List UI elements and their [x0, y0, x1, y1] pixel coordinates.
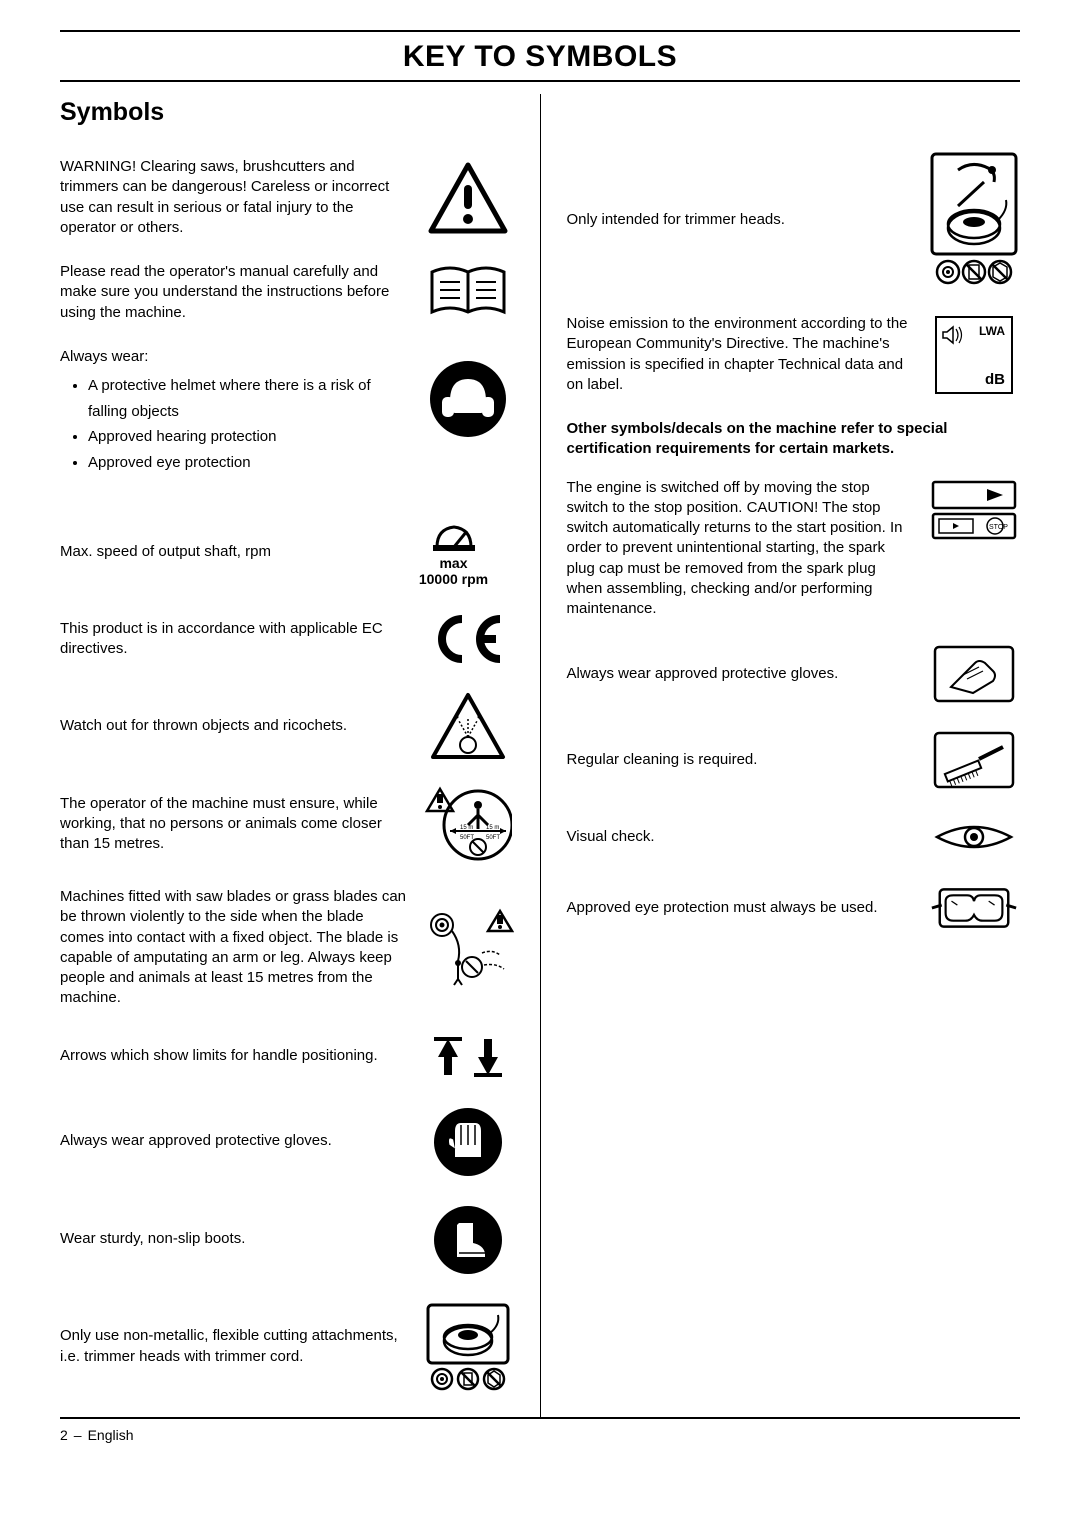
svg-text:15 m: 15 m: [460, 825, 473, 831]
ce-mark-icon: [422, 611, 514, 667]
goggles-box-icon: [928, 883, 1020, 933]
entry-distance: The operator of the machine must ensure,…: [60, 785, 514, 863]
rule-under-title: [60, 80, 1020, 82]
trimmer-only-box-icon: [928, 150, 1020, 290]
always-wear-label: Always wear:: [60, 347, 408, 367]
two-column-layout: Symbols WARNING! Clearing saws, brushcut…: [60, 94, 1020, 1417]
engine-off-text: The engine is switched off by moving the…: [567, 478, 915, 620]
distance-text: The operator of the machine must ensure,…: [60, 794, 408, 855]
safety-distance-icon: 15 m 15 m 50FT 50FT: [422, 785, 514, 863]
svg-text:15 m: 15 m: [486, 825, 499, 831]
warning-text: WARNING! Clearing saws, brushcutters and…: [60, 157, 408, 238]
rule-bottom: [60, 1417, 1020, 1419]
footer-page-number: 2: [60, 1427, 68, 1443]
rpm-value: 10000 rpm: [419, 571, 488, 587]
wear-item-eye: Approved eye protection: [88, 450, 408, 476]
always-wear-block: Always wear: A protective helmet where t…: [60, 347, 408, 493]
ricochet-triangle-icon: [422, 691, 514, 761]
max-speed-text: Max. speed of output shaft, rpm: [60, 542, 380, 562]
thrown-text: Watch out for thrown objects and ricoche…: [60, 716, 408, 736]
rule-top: [60, 30, 1020, 32]
trimmer-text: Only intended for trimmer heads.: [567, 210, 915, 230]
gloves-box-icon: [928, 643, 1020, 705]
boots-circle-icon: [422, 1203, 514, 1277]
right-column: Only intended for trimmer heads.: [541, 94, 1021, 1417]
lwa-label: LWA: [979, 324, 1005, 338]
svg-text:STOP: STOP: [989, 524, 1008, 531]
eye-protection-text: Approved eye protection must always be u…: [567, 898, 915, 918]
stop-switch-icon: STOP: [928, 478, 1020, 542]
read-manual-text: Please read the operator's manual carefu…: [60, 262, 408, 323]
wear-list: A protective helmet where there is a ris…: [60, 373, 408, 475]
entry-trimmer-only: Only intended for trimmer heads.: [567, 150, 1021, 290]
entry-engine-off: The engine is switched off by moving the…: [567, 478, 1021, 620]
entry-read-manual: Please read the operator's manual carefu…: [60, 262, 514, 323]
max-label: max: [439, 555, 467, 571]
footer-sep: –: [74, 1427, 82, 1443]
entry-gloves2: Always wear approved protective gloves.: [567, 643, 1021, 705]
brush-box-icon: [928, 729, 1020, 791]
wear-item-helmet: A protective helmet where there is a ris…: [88, 373, 408, 424]
gloves-text: Always wear approved protective gloves.: [60, 1131, 408, 1151]
handle-limit-arrows-icon: [422, 1033, 514, 1081]
page-title: KEY TO SYMBOLS: [60, 40, 1020, 74]
wear-item-hearing: Approved hearing protection: [88, 424, 408, 450]
open-book-icon: [422, 262, 514, 322]
entry-visual: Visual check.: [567, 815, 1021, 859]
entry-arrows: Arrows which show limits for handle posi…: [60, 1033, 514, 1081]
entry-warning: WARNING! Clearing saws, brushcutters and…: [60, 157, 514, 238]
entry-ec: This product is in accordance with appli…: [60, 611, 514, 667]
helmet-earmuff-icon: [422, 357, 514, 441]
visual-text: Visual check.: [567, 827, 915, 847]
entry-thrown: Watch out for thrown objects and ricoche…: [60, 691, 514, 761]
eye-icon: [928, 815, 1020, 859]
db-label: dB: [985, 371, 1005, 388]
blade-kickback-icon: [422, 907, 514, 989]
svg-text:50FT: 50FT: [460, 835, 474, 841]
bold-certification-note: Other symbols/decals on the machine refe…: [567, 419, 1021, 460]
section-heading: Symbols: [60, 98, 514, 127]
entry-always-wear: Always wear: A protective helmet where t…: [60, 347, 514, 493]
entry-cleaning: Regular cleaning is required.: [567, 729, 1021, 791]
trimmer-head-box-icon: [422, 1301, 514, 1393]
left-column: Symbols WARNING! Clearing saws, brushcut…: [60, 94, 540, 1417]
noise-text: Noise emission to the environment accord…: [567, 314, 915, 395]
entry-noise: Noise emission to the environment accord…: [567, 314, 1021, 395]
gloves-circle-icon: [422, 1105, 514, 1179]
entry-blades: Machines fitted with saw blades or grass…: [60, 887, 514, 1009]
arrows-text: Arrows which show limits for handle posi…: [60, 1046, 408, 1066]
entry-gloves: Always wear approved protective gloves.: [60, 1105, 514, 1179]
cleaning-text: Regular cleaning is required.: [567, 750, 915, 770]
blades-text: Machines fitted with saw blades or grass…: [60, 887, 408, 1009]
boots-text: Wear sturdy, non-slip boots.: [60, 1229, 408, 1249]
ec-text: This product is in accordance with appli…: [60, 619, 408, 660]
noise-db-icon: LWA dB: [928, 316, 1020, 394]
gloves2-text: Always wear approved protective gloves.: [567, 664, 915, 684]
warning-triangle-icon: [422, 161, 514, 235]
entry-eye-protection: Approved eye protection must always be u…: [567, 883, 1021, 933]
page-footer: 2 – English: [60, 1427, 1020, 1443]
nonmetallic-text: Only use non-metallic, flexible cutting …: [60, 1326, 408, 1367]
entry-nonmetallic: Only use non-metallic, flexible cutting …: [60, 1301, 514, 1393]
svg-text:50FT: 50FT: [486, 835, 500, 841]
max-rpm-icon: max 10000 rpm: [394, 517, 514, 587]
entry-boots: Wear sturdy, non-slip boots.: [60, 1203, 514, 1277]
footer-language: English: [88, 1427, 134, 1443]
entry-max-speed: Max. speed of output shaft, rpm max 1000…: [60, 517, 514, 587]
